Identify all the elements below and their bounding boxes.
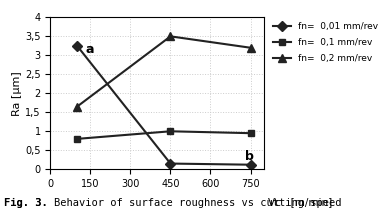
- fn=  0,1 mm/rev: [75, 138, 80, 140]
- fn=  0,2 mm/rev: [248, 46, 253, 49]
- Line: fn=  0,2 mm/rev: fn= 0,2 mm/rev: [73, 32, 255, 111]
- fn=  0,2 mm/rev: [75, 105, 80, 108]
- Line: fn=  0,1 mm/rev: fn= 0,1 mm/rev: [74, 128, 254, 142]
- Text: a: a: [85, 43, 94, 56]
- Legend: fn=  0,01 mm/rev, fn=  0,1 mm/rev, fn=  0,2 mm/rev: fn= 0,01 mm/rev, fn= 0,1 mm/rev, fn= 0,2…: [273, 22, 378, 63]
- Line: fn=  0,01 mm/rev: fn= 0,01 mm/rev: [74, 42, 254, 168]
- fn=  0,1 mm/rev: [248, 132, 253, 135]
- fn=  0,1 mm/rev: [168, 130, 173, 133]
- Text: Fig. 3. Behavior of surface roughness vs cutting speed: Fig. 3. Behavior of surface roughness vs…: [4, 198, 341, 208]
- fn=  0,2 mm/rev: [168, 35, 173, 38]
- Text: b: b: [245, 150, 254, 163]
- Y-axis label: Ra [μm]: Ra [μm]: [12, 71, 23, 116]
- Text: Fig. 3.: Fig. 3.: [4, 198, 48, 208]
- fn=  0,01 mm/rev: [168, 162, 173, 165]
- fn=  0,01 mm/rev: [248, 163, 253, 166]
- fn=  0,01 mm/rev: [75, 44, 80, 47]
- Text: Vc   [m/min]: Vc [m/min]: [268, 197, 333, 207]
